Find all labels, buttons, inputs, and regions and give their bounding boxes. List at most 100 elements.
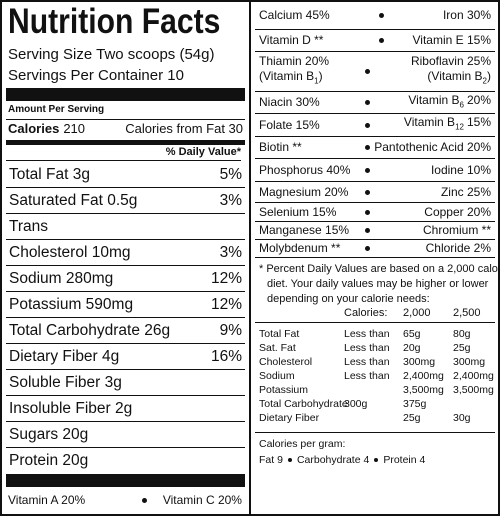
table-header: 2,000 bbox=[403, 307, 431, 319]
mineral: Iodine 10% bbox=[430, 162, 491, 177]
table-header: 2,500 bbox=[453, 307, 481, 319]
table-cell: 300mg bbox=[403, 356, 436, 368]
bullet bbox=[365, 228, 370, 233]
mineral-row: Magnesium 20% Zinc 25% bbox=[255, 182, 495, 203]
mineral: Iron 30% bbox=[442, 8, 491, 22]
mineral-row: Selenium 15% Copper 20% bbox=[255, 203, 495, 222]
calories-value: 210 bbox=[63, 121, 86, 136]
table-cell: 300g bbox=[344, 398, 368, 410]
subscript: 2 bbox=[482, 76, 487, 86]
mineral: Phosphorus 40% bbox=[259, 162, 351, 177]
mineral-row: Folate 15% Vitamin B12 15% bbox=[255, 114, 495, 137]
nutrient: Insoluble Fiber 2g bbox=[9, 399, 133, 417]
table-cell: Dietary Fiber bbox=[259, 412, 320, 424]
table-cell: 3,500mg bbox=[403, 384, 444, 396]
mineral-line: Riboflavin 25% bbox=[410, 54, 491, 69]
calories-row: Calories 210 Calories from Fat 30 bbox=[8, 121, 243, 136]
mineral: Riboflavin 25% (Vitamin B2) bbox=[411, 54, 491, 88]
vitamin: Vitamin C 20% bbox=[162, 493, 242, 507]
mineral-row: Vitamin D ** Vitamin E 15% bbox=[255, 30, 495, 52]
mineral: Thiamin 20% (Vitamin B1) bbox=[259, 54, 329, 88]
nutrient-row: Trans bbox=[6, 214, 245, 240]
nutrient-rows: Total Fat 3g 5% Saturated Fat 0.5g 3% Trans C… bbox=[6, 162, 245, 473]
divider bbox=[249, 2, 251, 514]
mineral: Copper 20% bbox=[424, 204, 491, 219]
mineral-line: Thiamin 20% bbox=[259, 54, 330, 69]
bullet bbox=[365, 246, 370, 251]
nutrient: Total Carbohydrate 26g bbox=[9, 321, 171, 339]
bullet bbox=[287, 458, 292, 462]
calories: Calories 210 bbox=[8, 121, 85, 136]
nutrient: Sugars 20g bbox=[9, 425, 89, 443]
daily-value: 16% bbox=[210, 347, 242, 365]
mineral: Vitamin B12 15% bbox=[404, 115, 491, 134]
nutrient-row: Total Carbohydrate 26g 9% bbox=[6, 318, 245, 344]
table-cell: Less than bbox=[344, 342, 390, 354]
mineral-rows: Calcium 45% Iron 30% Vitamin D ** Vitamin E… bbox=[255, 2, 495, 258]
mineral-line: (Vitamin B1) bbox=[259, 69, 329, 88]
footnote-line: diet. Your daily values may be higher or… bbox=[267, 278, 489, 290]
nutrient-row: Insoluble Fiber 2g bbox=[6, 396, 245, 422]
table-header: Calories: bbox=[344, 307, 388, 319]
nutrient: Protein 20g bbox=[9, 451, 89, 469]
nutrient-row: Protein 20g bbox=[6, 448, 245, 473]
text: 15% bbox=[466, 115, 491, 130]
mineral: Magnesium 20% bbox=[259, 184, 349, 199]
bullet bbox=[365, 145, 370, 150]
table-cell: 30g bbox=[453, 412, 471, 424]
table-cell: Sat. Fat bbox=[259, 342, 296, 354]
table-cell: Less than bbox=[344, 356, 390, 368]
table-cell: Sodium bbox=[259, 370, 295, 382]
table-cell: 65g bbox=[403, 328, 421, 340]
amount-header: Amount Per Serving bbox=[8, 104, 105, 115]
daily-value: 12% bbox=[210, 295, 242, 313]
mineral: Molybdenum ** bbox=[259, 241, 341, 255]
table-cell: Total Carbohydrate bbox=[259, 398, 348, 410]
subscript: 1 bbox=[314, 76, 319, 86]
nutrient: Sodium 280mg bbox=[9, 269, 114, 287]
bullet bbox=[141, 497, 147, 503]
nutrient: Cholesterol 10mg bbox=[9, 243, 131, 261]
table-cell: 2,400mg bbox=[403, 370, 444, 382]
calories-from-fat: Calories from Fat 30 bbox=[125, 121, 243, 136]
text: Vitamin B bbox=[408, 92, 460, 107]
text: 20% bbox=[466, 92, 491, 107]
table-cell: Total Fat bbox=[259, 328, 300, 340]
rule bbox=[255, 322, 495, 323]
table-cell: Cholesterol bbox=[259, 356, 313, 368]
calories-label: Calories bbox=[8, 121, 60, 136]
nutrient-row: Dietary Fiber 4g 16% bbox=[6, 344, 245, 370]
thick-bar bbox=[6, 88, 245, 101]
table-cell: 20g bbox=[403, 342, 421, 354]
mineral-row: Calcium 45% Iron 30% bbox=[255, 2, 495, 30]
text: ) bbox=[487, 69, 491, 84]
medium-bar bbox=[6, 140, 245, 145]
bullet bbox=[379, 13, 384, 18]
footnote-line: depending on your calorie needs: bbox=[267, 293, 430, 305]
text: ) bbox=[318, 69, 323, 84]
table-cell: 2,400mg bbox=[453, 370, 494, 382]
bullet bbox=[365, 209, 370, 215]
mineral: Folate 15% bbox=[259, 117, 320, 132]
daily-value: 3% bbox=[219, 243, 242, 261]
mineral-row: Manganese 15% Chromium ** bbox=[255, 222, 495, 240]
mineral: Vitamin B6 20% bbox=[408, 93, 491, 112]
cpg-item: Carbohydrate 4 bbox=[296, 454, 370, 466]
bullet bbox=[365, 69, 370, 74]
serving-size: Serving Size Two scoops (54g) bbox=[8, 46, 215, 63]
bullet bbox=[365, 167, 370, 173]
servings: Servings Per Container 10 bbox=[8, 67, 184, 84]
cpg-title: Calories per gram: bbox=[259, 438, 346, 450]
cpg-item: Fat 9 bbox=[259, 454, 283, 466]
table-cell: 80g bbox=[453, 328, 471, 340]
mineral-row: Thiamin 20% (Vitamin B1) Riboflavin 25% (Vi… bbox=[255, 52, 495, 92]
subscript: 6 bbox=[459, 100, 464, 110]
bullet bbox=[365, 189, 370, 195]
vitamin: Vitamin A 20% bbox=[8, 493, 86, 507]
table-cell: 25g bbox=[403, 412, 421, 424]
mineral: Chromium ** bbox=[422, 223, 491, 237]
table-cell: 375g bbox=[403, 398, 427, 410]
mineral-row: Molybdenum ** Chloride 2% bbox=[255, 240, 495, 258]
rule bbox=[6, 119, 245, 120]
nutrient-row: Potassium 590mg 12% bbox=[6, 292, 245, 318]
